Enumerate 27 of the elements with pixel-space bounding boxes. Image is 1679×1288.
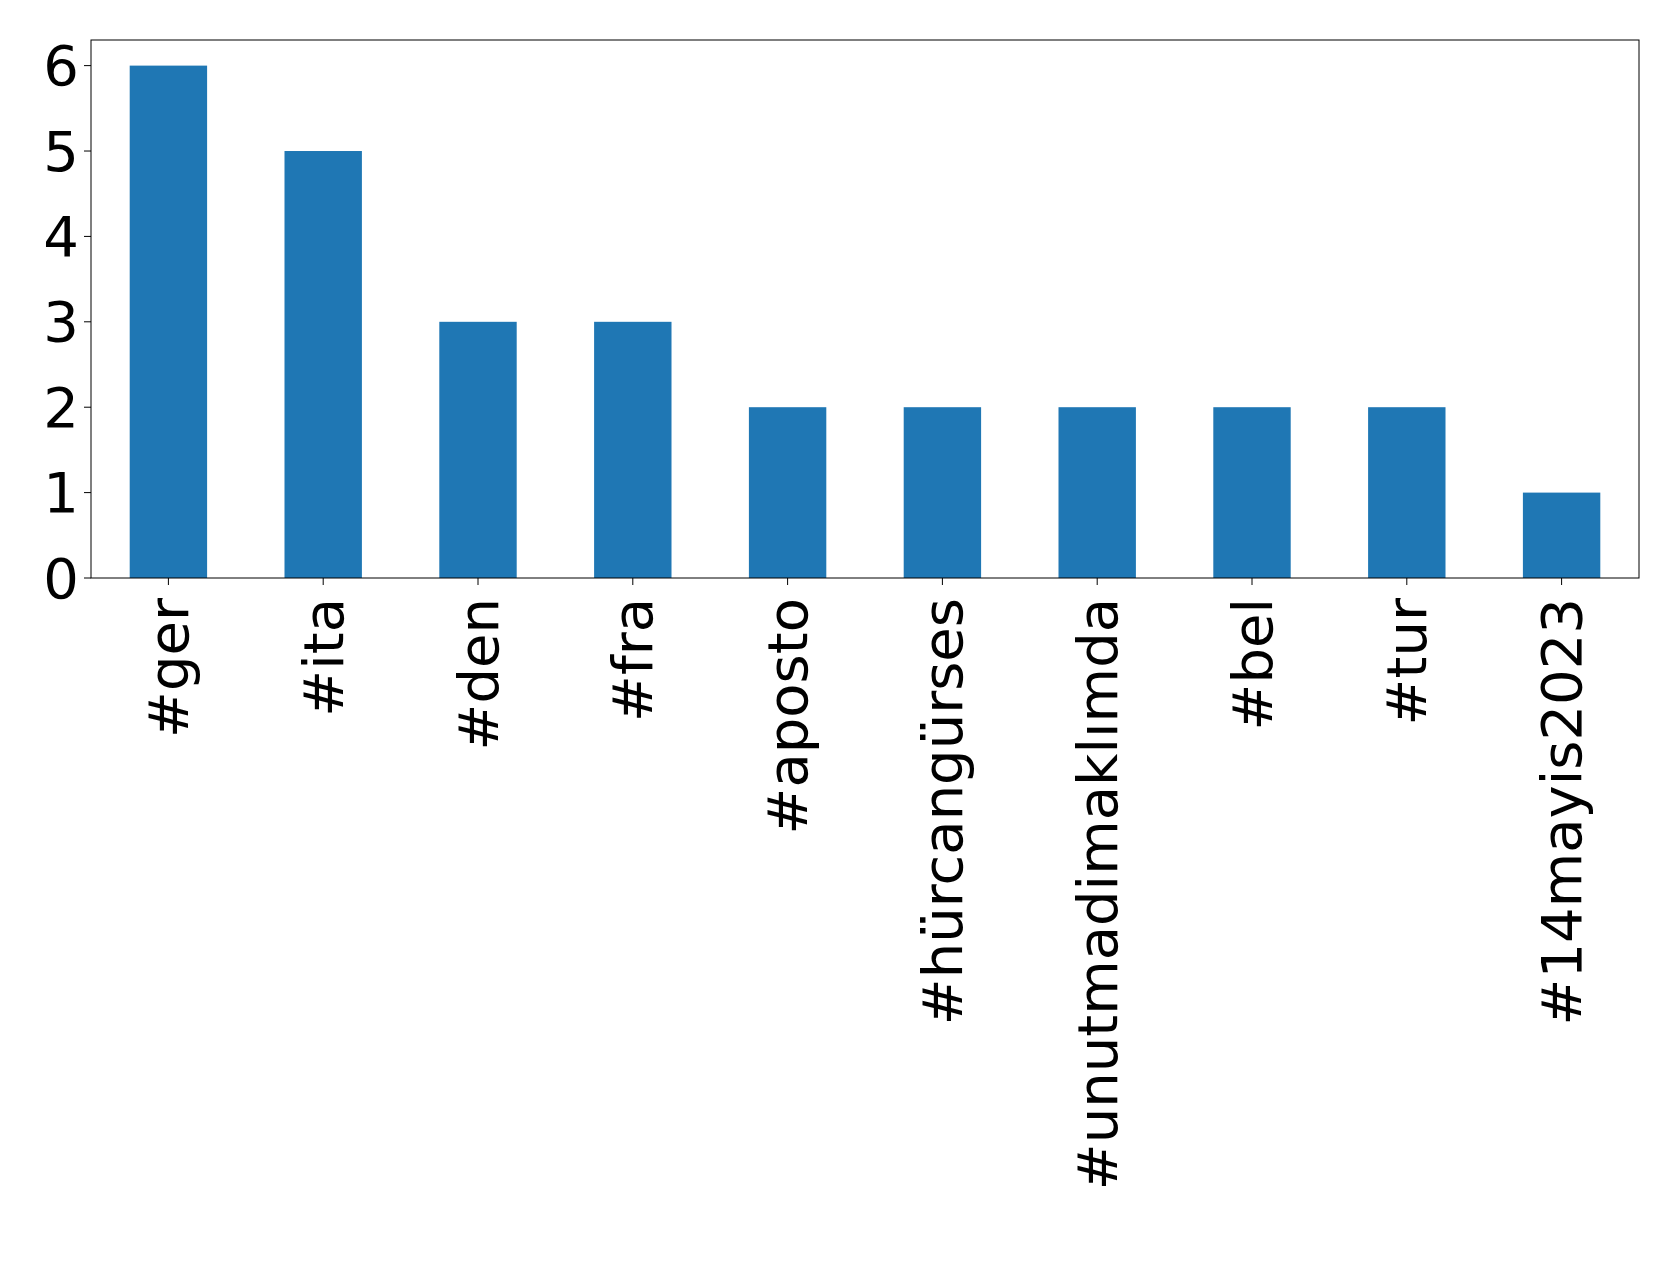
y-tick-label: 5 <box>43 118 79 184</box>
x-tick-label: #ita <box>290 598 356 717</box>
x-tick-label: #hürcangürses <box>910 598 975 1026</box>
bar <box>1368 407 1446 578</box>
x-tick-label: #14mayis2023 <box>1529 598 1595 1026</box>
y-tick-label: 3 <box>43 289 79 355</box>
x-tick-label: #tur <box>1374 597 1440 726</box>
y-tick-label: 4 <box>43 204 79 270</box>
bar <box>1522 492 1601 578</box>
bar <box>1213 407 1291 578</box>
bar <box>748 407 827 578</box>
x-tick-label: #unutmadimaklımda <box>1064 598 1130 1191</box>
y-tick-label: 6 <box>43 33 79 99</box>
y-tick-label: 2 <box>43 374 79 440</box>
bar <box>129 65 208 578</box>
y-tick-label: 0 <box>43 545 79 611</box>
x-tick-label: #aposto <box>755 598 821 835</box>
bar <box>439 321 517 578</box>
x-tick-label: #fra <box>600 598 666 722</box>
bar <box>903 407 982 578</box>
bar <box>1058 407 1136 578</box>
x-tick-label: #den <box>445 598 511 751</box>
x-tick-label: #bel <box>1219 598 1285 731</box>
bar <box>594 321 672 578</box>
bar <box>284 151 362 578</box>
x-tick-label: #ger <box>136 597 201 738</box>
y-tick-label: 1 <box>43 460 79 526</box>
